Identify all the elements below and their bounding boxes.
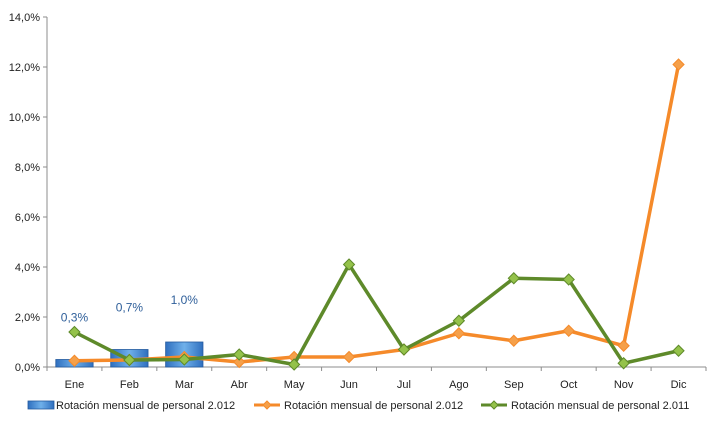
legend-label: Rotación mensual de personal 2.012 — [284, 400, 463, 412]
legend-label: Rotación mensual de personal 2.012 — [56, 400, 235, 412]
data-label: 0,3% — [61, 311, 89, 325]
point-marker — [123, 353, 136, 367]
x-tick-label: Mar — [175, 379, 194, 391]
x-tick-label: Nov — [614, 379, 634, 391]
data-label: 1,0% — [171, 293, 199, 307]
legend-label: Rotación mensual de personal 2.011 — [511, 400, 689, 412]
x-tick-label: Jul — [397, 379, 411, 391]
x-tick-label: May — [284, 379, 305, 391]
legend-marker — [489, 400, 499, 410]
point-marker — [397, 343, 411, 356]
point-marker — [233, 355, 246, 369]
legend-marker — [262, 400, 272, 410]
point-marker — [617, 357, 630, 370]
point-marker — [68, 325, 81, 339]
point-marker — [507, 272, 520, 285]
point-marker — [178, 353, 191, 366]
x-tick-label: Oct — [560, 379, 577, 391]
y-tick-label: 10,0% — [9, 112, 40, 124]
line-series — [68, 58, 685, 371]
series-line — [73, 262, 679, 367]
point-marker — [233, 348, 246, 361]
point-marker — [452, 314, 466, 327]
point-marker — [672, 344, 685, 357]
axes — [46, 17, 706, 368]
point-marker — [562, 273, 575, 286]
legend: Rotación mensual de personal 2.012 Rotaci… — [27, 400, 689, 412]
x-tick-label: Ago — [449, 379, 469, 391]
y-tick-label: 4,0% — [15, 262, 40, 274]
point-marker — [672, 58, 685, 71]
y-tick-label: 14,0% — [9, 12, 40, 24]
series-line — [74, 64, 681, 364]
y-tick-label: 12,0% — [9, 62, 40, 74]
x-tick-label: Sep — [504, 379, 524, 391]
y-tick-label: 0,0% — [15, 362, 40, 374]
data-label: 0,7% — [116, 301, 144, 315]
x-tick-label: Dic — [671, 379, 687, 391]
x-tick-label: Jun — [340, 379, 358, 391]
point-marker — [562, 324, 575, 337]
data-labels: 0,3% 0,7% 1,0% — [61, 293, 199, 325]
legend-swatch — [27, 400, 55, 410]
point-marker — [342, 350, 356, 364]
y-tick-label: 6,0% — [15, 212, 40, 224]
point-marker — [452, 327, 466, 340]
x-tick-label: Abr — [231, 379, 248, 391]
y-axis-ticks: 0,0% 2,0% 4,0% 6,0% 8,0% 10,0% 12,0% 14,0% — [9, 12, 47, 374]
y-tick-label: 8,0% — [15, 162, 40, 174]
x-tick-label: Feb — [120, 379, 139, 391]
point-marker — [342, 258, 356, 271]
x-tick-label: Ene — [65, 379, 85, 391]
y-tick-label: 2,0% — [15, 312, 40, 324]
point-marker — [507, 334, 520, 347]
point-marker — [617, 339, 630, 352]
x-axis-ticks: Ene Feb Mar Abr May Jun Jul Ago Sep Oct Nov Dic — [46, 367, 707, 391]
point-marker — [68, 354, 81, 367]
point-marker — [287, 358, 301, 371]
